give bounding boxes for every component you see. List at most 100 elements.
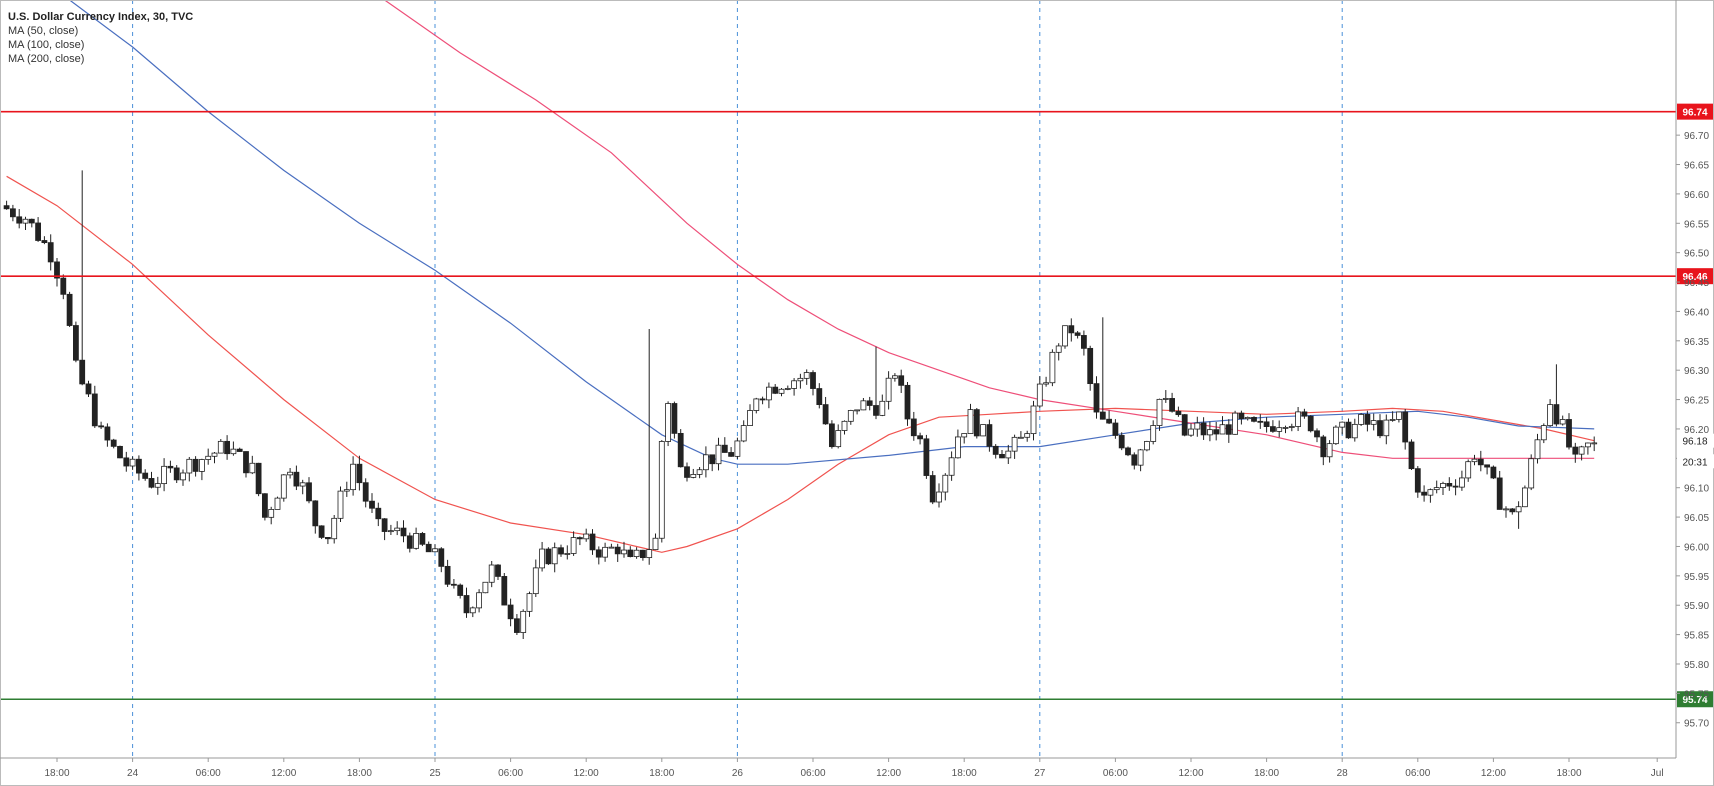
level-label: 96.46 (1682, 272, 1707, 283)
candle-body (640, 549, 646, 559)
candle-body (526, 593, 533, 612)
candle-body (192, 458, 199, 472)
candle-body (917, 435, 923, 440)
x-tick-label: 06:00 (1405, 768, 1430, 779)
candle-body (1351, 423, 1358, 439)
candle-body (1200, 422, 1207, 436)
candle-body (173, 467, 180, 481)
candle-body (1011, 436, 1018, 452)
candle-body (1074, 332, 1081, 336)
candle-body (381, 518, 388, 532)
candle-body (293, 471, 300, 487)
y-tick-label: 95.80 (1684, 660, 1709, 671)
candle-body (1137, 449, 1144, 466)
candle-body (1534, 439, 1541, 460)
candle-body (829, 423, 835, 448)
y-tick-label: 95.85 (1684, 631, 1709, 642)
y-tick-label: 96.65 (1684, 161, 1709, 172)
candle-body (1566, 419, 1572, 448)
candle-body (85, 383, 92, 395)
x-tick-label: 12:00 (876, 768, 901, 779)
candle-body (362, 482, 369, 502)
x-tick-label: 12:00 (574, 768, 599, 779)
candle-body (866, 400, 873, 406)
candle-body (337, 490, 344, 519)
price-tag-label: 96.18 (1682, 437, 1707, 448)
horizontal-levels[interactable]: 96.74 96.46 95.74 (0, 103, 1714, 708)
candle-body (898, 375, 905, 386)
candle-body (432, 548, 438, 553)
price-tag-label: 20:31 (1682, 457, 1707, 468)
candle-body (1484, 464, 1490, 468)
candle-body (1572, 446, 1579, 455)
candle-body (665, 403, 671, 442)
candle-body (1169, 398, 1175, 412)
x-tick-label: 06:00 (1103, 768, 1128, 779)
candle-body (1043, 382, 1049, 385)
candle-body (986, 424, 993, 447)
legend-ma100: MA (100, close) (8, 39, 85, 51)
candle-body (1288, 426, 1295, 428)
candle-body (1251, 416, 1257, 422)
candle-body (847, 410, 854, 422)
candle-body (1326, 443, 1333, 458)
candle-body (9, 208, 16, 218)
candle-body (129, 458, 136, 467)
candle-body (967, 409, 974, 434)
candle-body (1162, 398, 1169, 400)
x-tick-label: 18:00 (1556, 768, 1581, 779)
candle-body (419, 533, 426, 545)
candle-body (1591, 442, 1598, 445)
candle-body (104, 426, 111, 441)
candle-body (1440, 482, 1446, 489)
x-tick-label: 18:00 (649, 768, 674, 779)
level-label: 95.74 (1682, 695, 1707, 706)
x-tick-label: 06:00 (498, 768, 523, 779)
candle-body (507, 604, 514, 620)
candle-body (627, 549, 634, 558)
candle-body (54, 261, 60, 279)
candle-body (211, 452, 218, 457)
candle-body (66, 293, 73, 326)
candle-body (1408, 441, 1415, 470)
candle-body (1156, 398, 1163, 426)
candle-body (721, 444, 728, 453)
candle-body (577, 537, 583, 540)
candle-body (1213, 429, 1220, 435)
legend-ma50: MA (50, close) (8, 25, 79, 37)
candlesticks[interactable] (3, 170, 1598, 639)
candle-body (558, 547, 564, 555)
x-tick-label: 06:00 (800, 768, 825, 779)
candle-body (35, 222, 41, 241)
candle-body (400, 527, 407, 537)
candle-body (1333, 426, 1339, 445)
candle-body (999, 454, 1005, 459)
candle-body (614, 546, 621, 555)
candle-body (514, 618, 520, 633)
candle-body (1301, 411, 1308, 417)
candle-body (142, 472, 149, 479)
y-tick-label: 96.30 (1684, 366, 1709, 377)
candle-body (1433, 487, 1440, 491)
candle-body (3, 205, 10, 210)
x-tick-label: 18:00 (44, 768, 69, 779)
candle-body (217, 440, 224, 454)
candle-body (778, 388, 785, 394)
candle-body (955, 436, 961, 459)
candle-body (854, 409, 860, 412)
candle-body (910, 418, 917, 437)
x-tick-label: 12:00 (1178, 768, 1203, 779)
candle-body (1257, 420, 1264, 423)
candle-body (766, 386, 772, 401)
candle-body (375, 507, 382, 520)
candle-body (343, 489, 350, 492)
y-tick-label: 96.00 (1684, 542, 1709, 553)
candle-body (1465, 461, 1472, 479)
legend-ma200: MA (200, close) (8, 53, 85, 65)
candle-body (356, 463, 363, 484)
candle-body (1270, 426, 1276, 432)
candle-body (1377, 420, 1383, 437)
candle-body (1036, 383, 1043, 407)
